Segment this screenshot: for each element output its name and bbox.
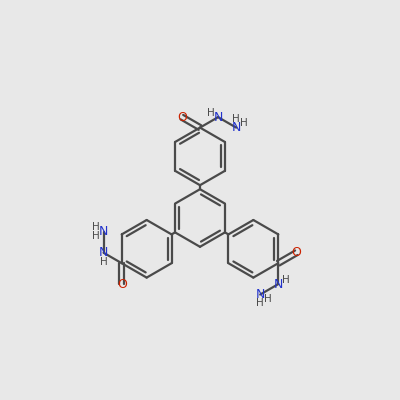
Text: H: H — [282, 275, 290, 285]
Text: N: N — [99, 246, 108, 259]
Text: O: O — [177, 111, 187, 124]
Text: H: H — [264, 294, 272, 304]
Text: H: H — [240, 118, 248, 128]
Text: O: O — [117, 278, 127, 290]
Text: N: N — [99, 225, 108, 238]
Text: H: H — [92, 231, 100, 241]
Text: H: H — [100, 256, 108, 266]
Text: N: N — [274, 278, 283, 291]
Text: O: O — [292, 246, 301, 259]
Text: H: H — [207, 108, 214, 118]
Text: N: N — [214, 111, 223, 124]
Text: H: H — [256, 298, 264, 308]
Text: H: H — [92, 222, 100, 232]
Text: H: H — [232, 114, 240, 124]
Text: N: N — [256, 288, 265, 301]
Text: N: N — [232, 121, 241, 134]
